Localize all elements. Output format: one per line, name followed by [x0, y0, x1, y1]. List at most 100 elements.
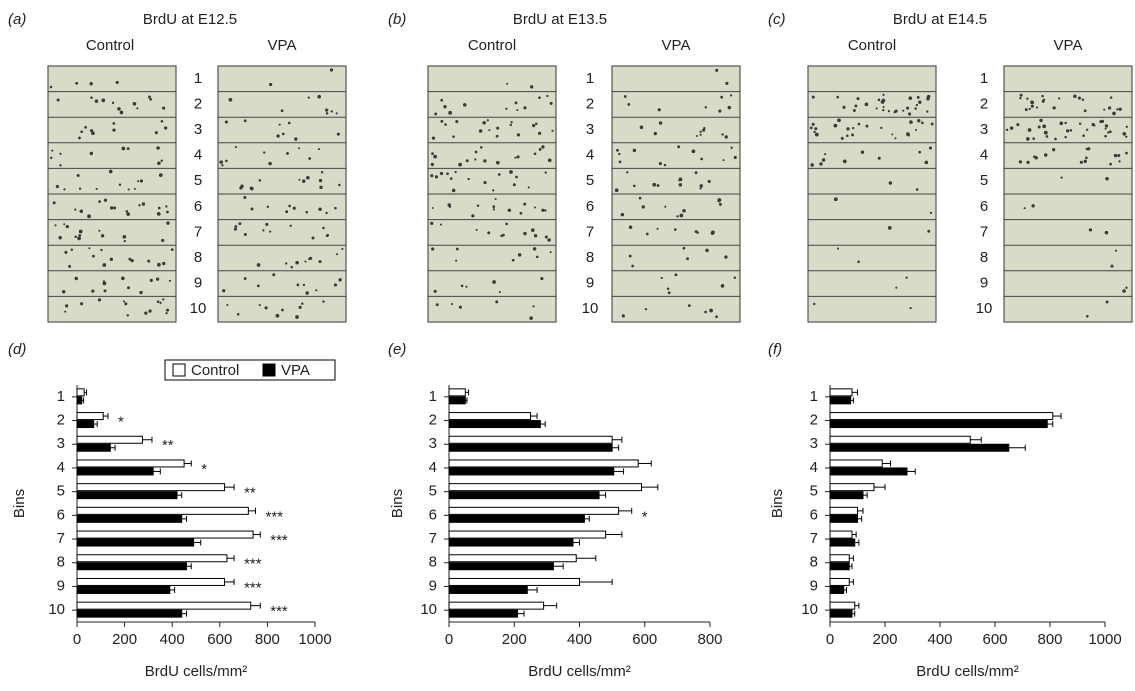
cell-dot [663, 163, 667, 167]
cell-dot [108, 169, 113, 174]
cell-dot [652, 182, 657, 187]
column-label: Control [86, 37, 134, 54]
panel-label: (a) [8, 11, 26, 28]
y-tick-label: 7 [810, 530, 818, 547]
error-bar [849, 563, 853, 570]
cell-dot [549, 251, 552, 254]
cell-dot [309, 256, 313, 260]
error-bar [613, 468, 625, 475]
bar [829, 396, 852, 405]
cell-dot [696, 231, 699, 234]
cell-dot [529, 316, 533, 320]
error-bar [530, 413, 538, 420]
x-tick-label: 800 [255, 631, 280, 648]
y-tick-label: 6 [429, 506, 437, 523]
bin-label: 3 [980, 121, 988, 138]
cell-dot [501, 233, 505, 237]
y-tick-label: 3 [810, 435, 818, 452]
cell-dot [1083, 159, 1087, 164]
cell-dot [455, 247, 459, 251]
cell-dot [644, 307, 648, 311]
error-bar [852, 531, 857, 538]
error-bar [184, 460, 192, 467]
cell-dot [439, 171, 444, 176]
cell-dot [679, 213, 684, 218]
bin-label: 7 [980, 223, 988, 240]
cell-dot [333, 283, 338, 287]
bar [448, 435, 613, 444]
cell-dot [881, 98, 886, 103]
cell-dot [891, 133, 894, 136]
error-bar [854, 602, 860, 609]
cell-dot [621, 314, 625, 318]
cell-dot [68, 264, 72, 268]
cell-dot [677, 145, 681, 149]
cell-dot [857, 122, 861, 126]
cell-dot [446, 172, 449, 176]
significance-label: * [201, 461, 207, 478]
cell-dot [908, 96, 913, 100]
cell-dot [77, 236, 81, 241]
cell-dot [90, 96, 93, 99]
cell-dot [660, 276, 663, 280]
cell-dot [89, 82, 93, 86]
legend-label: Control [191, 362, 239, 379]
bar [76, 459, 185, 468]
cell-dot [509, 170, 513, 174]
bin-label: 6 [194, 198, 202, 215]
bar [76, 420, 95, 429]
cell-dot [517, 253, 522, 257]
x-tick-label: 1000 [1088, 631, 1121, 648]
error-bar [527, 586, 538, 593]
cell-dot [842, 159, 847, 164]
bar [448, 443, 613, 452]
significance-label: *** [270, 532, 288, 549]
error-bar [517, 610, 525, 617]
cell-dot [228, 97, 233, 102]
panel-label: (f) [768, 341, 782, 358]
cell-dot [864, 102, 869, 107]
cell-dot [443, 105, 447, 109]
y-tick-label: 8 [429, 554, 437, 571]
error-bar [857, 515, 863, 522]
cell-dot [1069, 129, 1073, 132]
column-label: VPA [268, 37, 297, 54]
cell-dot [814, 127, 818, 131]
significance-label: * [118, 414, 124, 431]
y-axis-label: Bins [389, 489, 406, 518]
cell-dot [505, 107, 508, 110]
cell-dot [287, 121, 291, 125]
cell-dot [1052, 106, 1056, 110]
cell-dot [64, 304, 69, 308]
bin-label: 8 [980, 249, 988, 266]
error-bar [572, 539, 580, 546]
cell-dot [530, 228, 535, 232]
bin-label: 9 [194, 275, 202, 292]
error-bar [638, 460, 652, 467]
cell-dot [1058, 97, 1061, 100]
cell-dot [851, 126, 855, 130]
bar [829, 585, 845, 594]
cell-dot [529, 85, 534, 89]
cell-dot [1114, 249, 1118, 252]
cell-dot [58, 236, 62, 240]
cell-dot [1028, 107, 1031, 111]
bar [76, 491, 178, 500]
cell-dot [547, 238, 551, 242]
cell-dot [673, 228, 677, 231]
error-bar [863, 492, 868, 499]
cell-dot [59, 164, 62, 167]
cell-dot [80, 130, 83, 134]
bin-label: 2 [586, 95, 594, 112]
cell-dot [243, 277, 247, 280]
cell-dot [290, 265, 294, 269]
cell-dot [166, 221, 170, 225]
cell-dot [551, 129, 554, 132]
legend-label: VPA [281, 362, 310, 379]
cell-dot [704, 310, 707, 314]
cell-dot [137, 180, 140, 183]
cell-dot [882, 93, 885, 96]
cell-dot [295, 315, 299, 319]
cell-dot [322, 300, 325, 303]
cell-dot [821, 158, 826, 162]
